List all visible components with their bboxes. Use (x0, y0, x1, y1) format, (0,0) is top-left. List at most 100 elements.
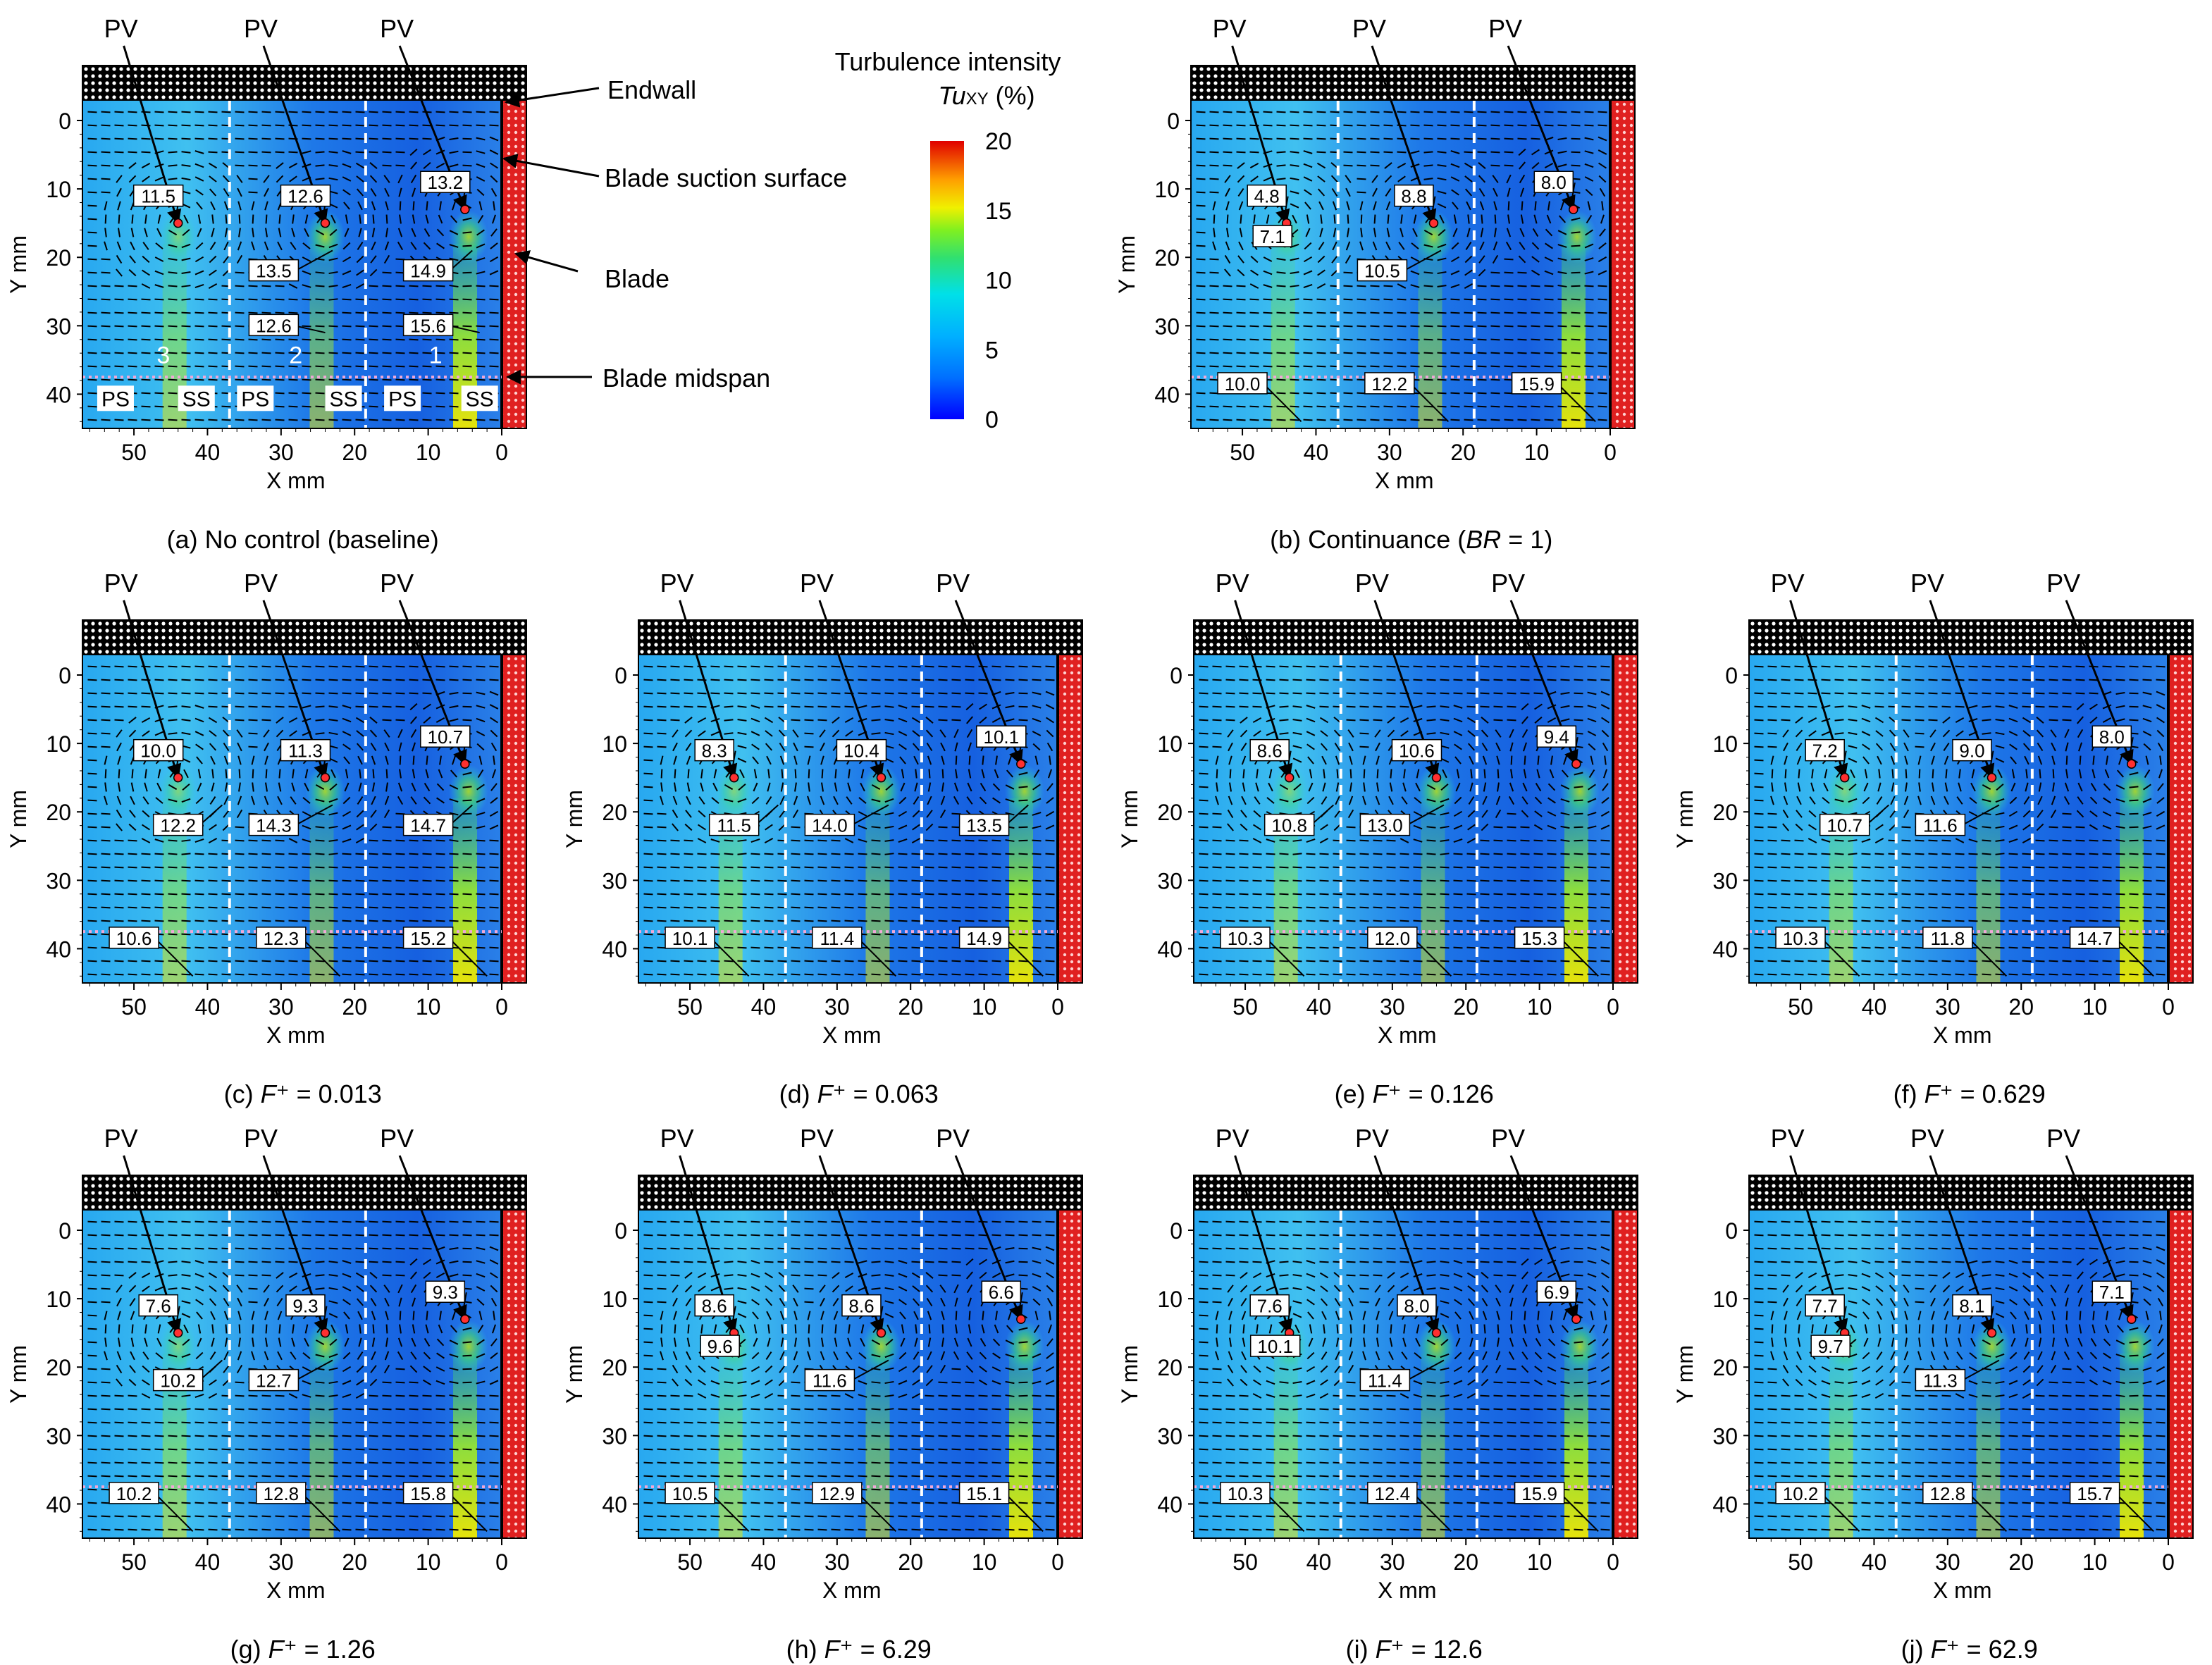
vector-arrow (435, 960, 445, 963)
vector-arrow (1507, 214, 1510, 224)
vector-arrow (116, 809, 123, 819)
vector-arrow (2035, 920, 2045, 922)
vector-arrow (369, 365, 378, 368)
vector-arrow (1783, 796, 1788, 805)
vector-arrow (302, 893, 311, 896)
vector-arrow (1796, 755, 1802, 765)
vector-arrow (1874, 866, 1884, 869)
vector-arrow (395, 352, 405, 354)
vector-arrow (423, 242, 431, 250)
vector-arrow (181, 853, 191, 855)
vector-arrow (114, 311, 124, 314)
vector-arrow (1453, 692, 1463, 695)
vector-arrow (181, 933, 191, 936)
vector-arrow (154, 298, 164, 301)
vector-arrow (1199, 853, 1209, 855)
vector-arrow (1383, 151, 1393, 154)
vector-arrow (315, 325, 325, 328)
vector-arrow (315, 311, 325, 314)
vector-arrow (1875, 743, 1884, 751)
vector-arrow (1249, 111, 1259, 113)
vector-arrow (1426, 719, 1436, 722)
vector-arrow (261, 419, 271, 421)
vector-arrow (493, 201, 495, 211)
vector-arrow (793, 755, 798, 765)
vector-arrow (1383, 352, 1393, 354)
vector-arrow (1290, 164, 1299, 167)
vector-arrow (1982, 679, 1991, 681)
vector-arrow (1496, 755, 1500, 765)
vector-arrow (751, 743, 760, 750)
vector-arrow (2062, 960, 2072, 963)
vector-arrow (1767, 920, 1777, 922)
vector-arrow (101, 365, 111, 368)
vector-arrow (302, 137, 311, 140)
vector-arrow (128, 137, 137, 140)
vector-arrow (355, 973, 365, 976)
vector-arrow (449, 230, 459, 235)
vector-arrow (1400, 920, 1409, 922)
vector-arrow (1517, 111, 1527, 113)
vector-arrow (117, 755, 121, 765)
vector-arrow (248, 419, 258, 421)
vector-arrow (2010, 782, 2016, 792)
vector-arrow (236, 175, 243, 183)
vector-arrow (848, 769, 851, 779)
vector-arrow (1971, 769, 1975, 779)
vector-arrow (1335, 782, 1340, 792)
vector-arrow (1517, 311, 1527, 314)
vector-arrow (1821, 838, 1831, 843)
vector-arrow (141, 311, 151, 314)
vector-arrow (154, 352, 164, 354)
vector-arrow (1781, 866, 1791, 869)
vector-arrow (1239, 866, 1249, 869)
vector-arrow (978, 893, 988, 896)
vector-arrow (1821, 679, 1831, 681)
vector-arrow (844, 853, 854, 855)
vector-arrow (238, 228, 241, 237)
vector-arrow (1767, 826, 1777, 829)
vector-arrow (261, 137, 271, 140)
vector-arrow (1397, 311, 1407, 314)
vector-arrow (1968, 824, 1978, 830)
vector-arrow (846, 796, 853, 805)
vector-arrow (221, 325, 231, 328)
vector-arrow (154, 176, 164, 182)
vector-arrow (1520, 692, 1530, 695)
vector-arrow (101, 137, 111, 140)
vector-arrow (101, 124, 111, 127)
midspan-value: 10.1 (672, 928, 708, 949)
vector-arrow (1321, 755, 1327, 765)
vector-arrow (288, 283, 298, 289)
vector-arrow (1517, 352, 1527, 354)
vector-arrow (196, 756, 203, 765)
vector-arrow (302, 853, 311, 855)
midspan-value-leader (1410, 383, 1450, 422)
vector-arrow (724, 732, 734, 735)
vector-arrow (817, 866, 827, 869)
vector-arrow (1253, 810, 1261, 818)
vector-arrow (1754, 920, 1764, 922)
vector-arrow (1266, 920, 1275, 922)
vector-arrow (858, 797, 867, 804)
vector-arrow (315, 798, 325, 803)
x-axis-label: X mm (266, 468, 326, 493)
vector-arrow (342, 743, 351, 750)
caption-prefix: (b) Continuance ( (1270, 525, 1466, 554)
vector-arrow (1754, 679, 1764, 681)
vector-arrow (235, 111, 245, 113)
vector-arrow (1544, 256, 1554, 262)
vector-arrow (409, 124, 419, 127)
vector-arrow (275, 151, 285, 154)
vector-arrow (382, 973, 392, 976)
vector-arrow (1440, 783, 1449, 791)
vector-arrow (1874, 679, 1884, 681)
vortex-value-box (694, 738, 734, 762)
vector-arrow (1861, 679, 1871, 681)
vector-arrow (2037, 742, 2044, 752)
vector-arrow (1571, 419, 1581, 421)
vector-arrow (1561, 769, 1569, 778)
vector-arrow (382, 679, 392, 681)
vector-arrow (1383, 285, 1393, 287)
vector-arrow (1236, 298, 1246, 301)
